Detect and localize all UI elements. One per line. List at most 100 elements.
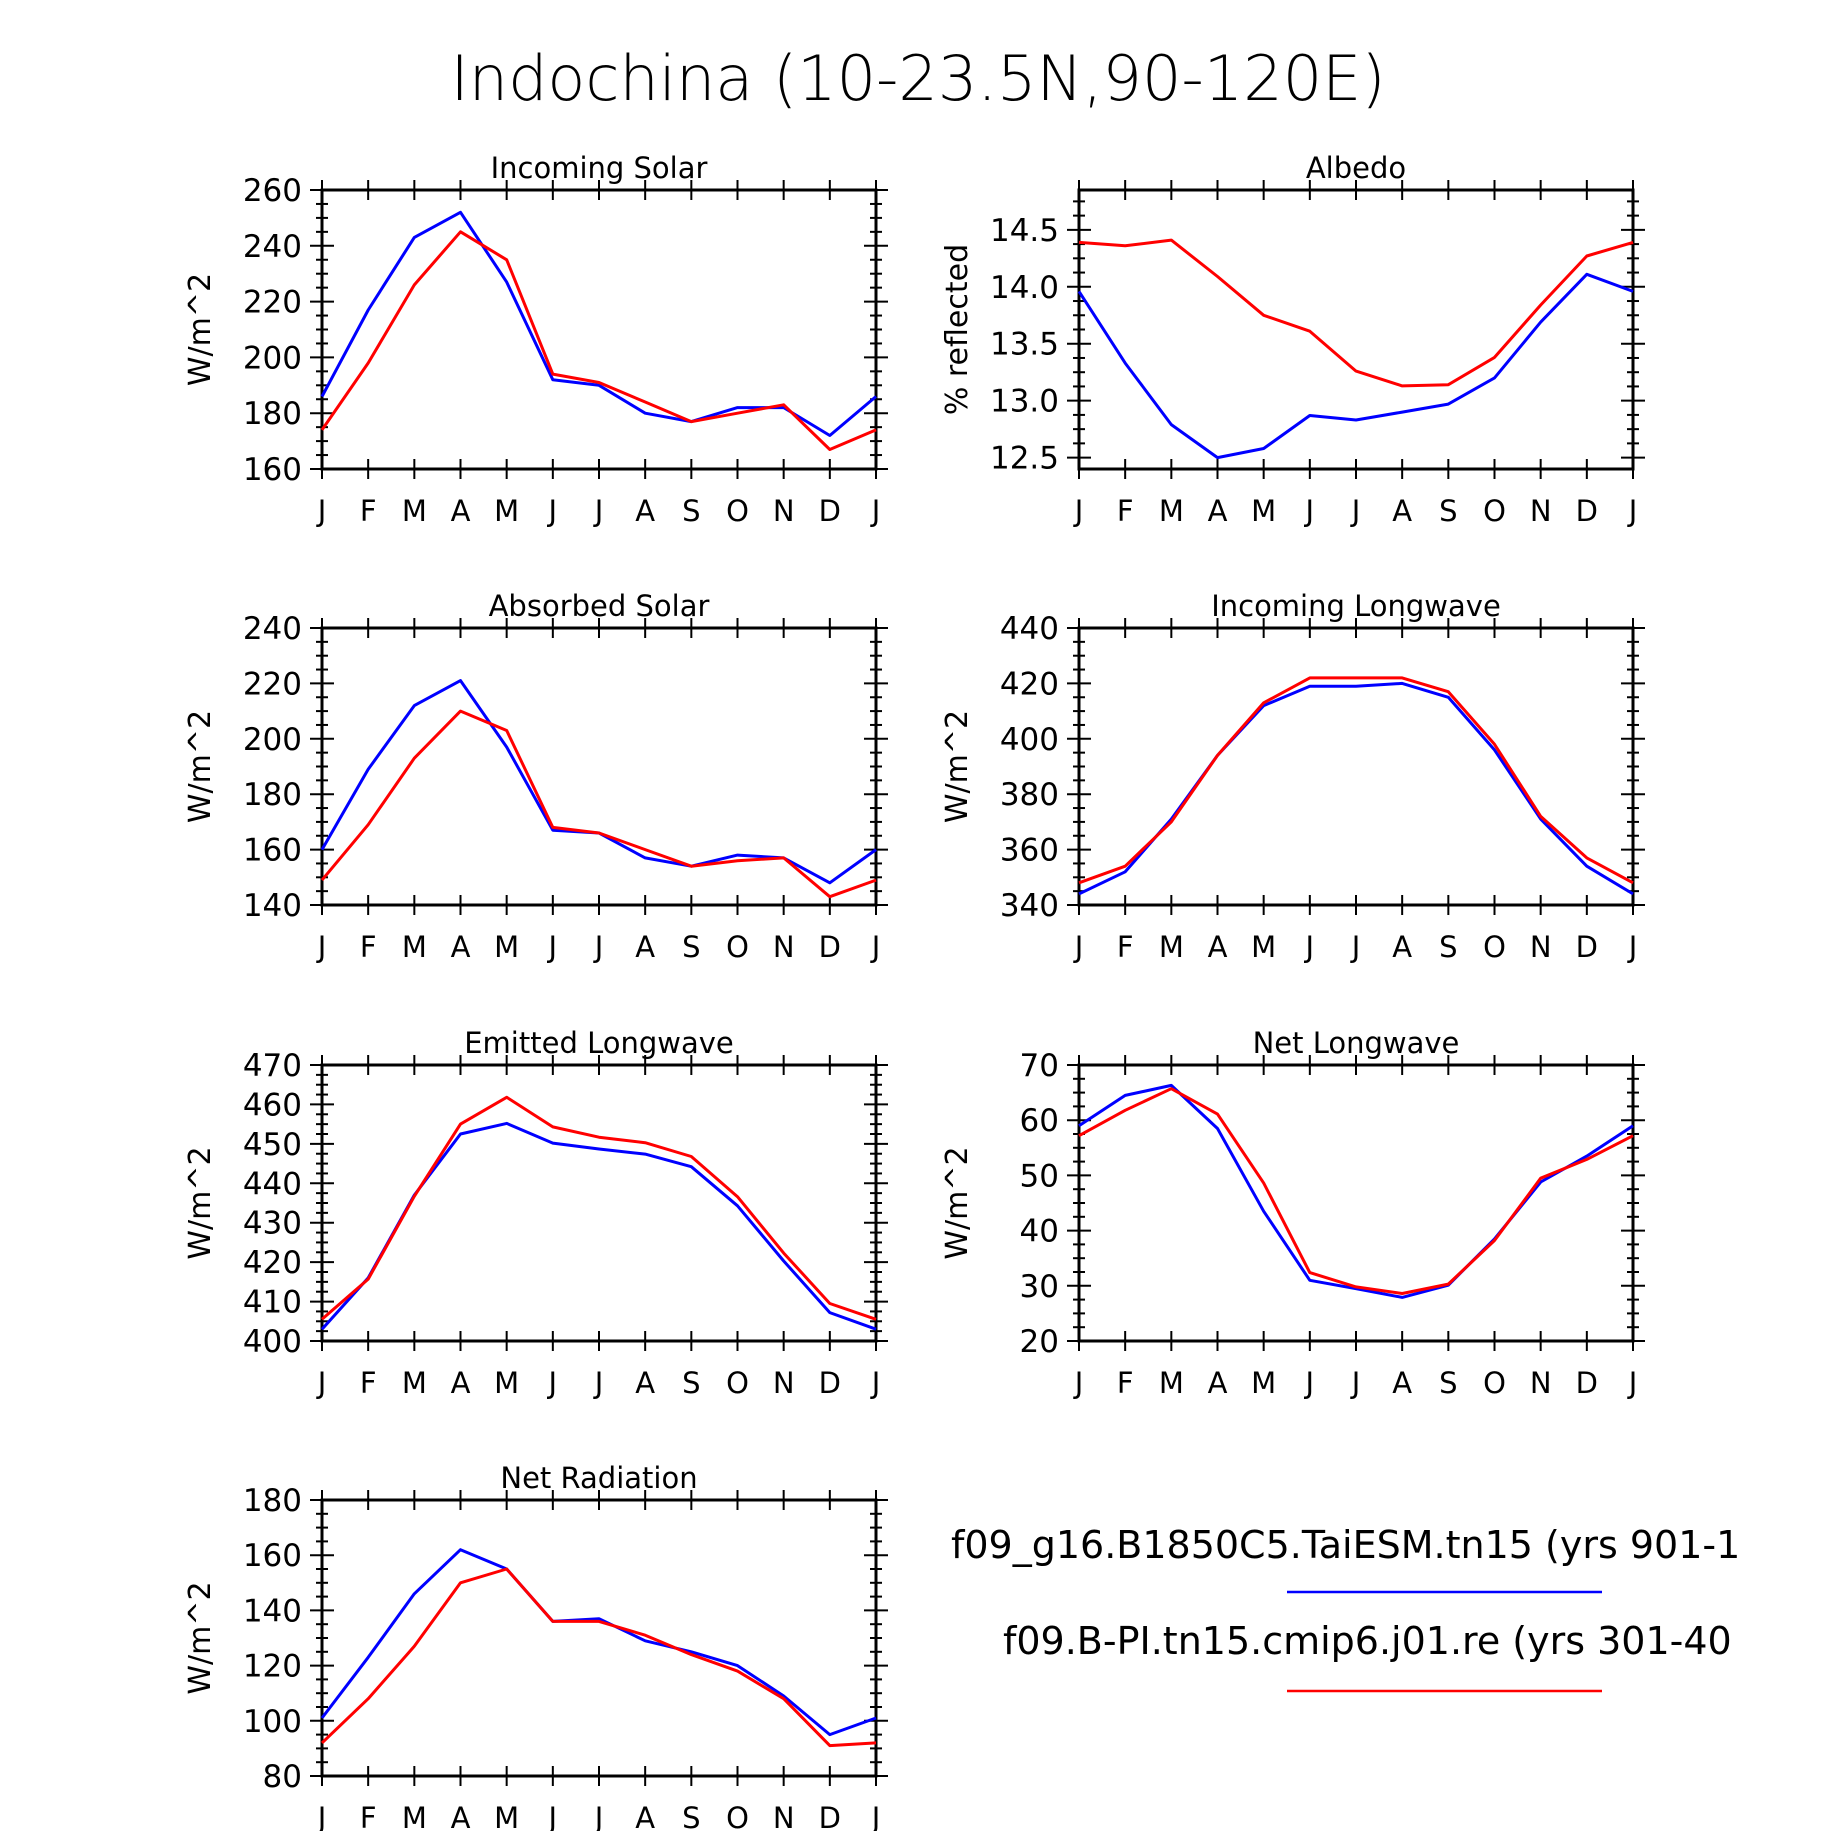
- x-tick-label: A: [451, 494, 471, 528]
- x-tick-label: M: [402, 1801, 427, 1831]
- panel-title: Incoming Solar: [491, 151, 708, 185]
- panel-title: Incoming Longwave: [1211, 589, 1501, 623]
- x-tick-label: M: [494, 930, 519, 964]
- series-line-0: [320, 210, 877, 437]
- panel-title: Albedo: [1306, 151, 1406, 185]
- x-tick-label: A: [451, 930, 471, 964]
- series-line-1: [1078, 1087, 1634, 1295]
- plot-frame: [320, 1063, 878, 1343]
- y-tick-label: 180: [243, 777, 302, 813]
- y-axis-label: W/m^2: [940, 1146, 975, 1259]
- x-tick-label: J: [1350, 930, 1361, 964]
- x-tick-label: J: [1073, 1366, 1084, 1400]
- y-tick-label: 14.5: [990, 213, 1059, 249]
- y-tick-label: 100: [243, 1704, 302, 1740]
- x-tick-label: J: [593, 1366, 604, 1400]
- x-tick-label: N: [773, 930, 795, 964]
- y-tick-label: 470: [243, 1048, 302, 1084]
- y-tick-label: 220: [243, 666, 302, 702]
- y-axis-label: W/m^2: [183, 1581, 218, 1694]
- y-tick-label: 360: [1000, 833, 1059, 869]
- x-tick-label: M: [402, 494, 427, 528]
- x-tick-label: O: [726, 1801, 749, 1831]
- x-tick-label: J: [593, 930, 604, 964]
- x-tick-label: J: [1627, 1366, 1638, 1400]
- x-tick-label: J: [1627, 494, 1638, 528]
- x-tick-label: M: [1159, 930, 1184, 964]
- x-tick-label: J: [1350, 494, 1361, 528]
- y-tick-label: 340: [1000, 888, 1059, 924]
- x-tick-label: J: [1304, 1366, 1315, 1400]
- x-tick-label: A: [635, 930, 655, 964]
- x-tick-label: M: [494, 1801, 519, 1831]
- plot-frame: [320, 1498, 878, 1778]
- y-tick-label: 13.0: [990, 384, 1059, 420]
- legend: f09_g16.B1850C5.TaiESM.tn15 (yrs 901-1 f…: [951, 1523, 1740, 1693]
- y-tick-label: 220: [243, 285, 302, 321]
- y-tick-label: 140: [243, 888, 302, 924]
- x-tick-label: J: [870, 930, 881, 964]
- y-tick-label: 180: [243, 396, 302, 432]
- y-tick-label: 440: [1000, 611, 1059, 647]
- x-tick-label: A: [1392, 494, 1412, 528]
- y-tick-label: 260: [243, 173, 302, 209]
- y-tick-label: 410: [243, 1285, 302, 1321]
- x-tick-label: J: [316, 494, 327, 528]
- x-tick-label: O: [1483, 930, 1506, 964]
- x-tick-label: D: [1576, 494, 1598, 528]
- x-tick-label: N: [773, 1366, 795, 1400]
- panel-title: Net Radiation: [500, 1461, 697, 1495]
- plot-frame: [320, 188, 878, 471]
- series-line-0: [1078, 1083, 1634, 1299]
- series-line-0: [320, 1548, 877, 1737]
- x-tick-label: J: [1350, 1366, 1361, 1400]
- x-tick-label: D: [819, 1801, 841, 1831]
- x-tick-label: F: [360, 930, 377, 964]
- y-tick-label: 140: [243, 1593, 302, 1629]
- x-tick-label: A: [635, 1366, 655, 1400]
- series-line-0: [320, 1121, 877, 1331]
- plot-frame: [1077, 1063, 1635, 1343]
- x-tick-label: J: [870, 1801, 881, 1831]
- y-tick-label: 440: [243, 1166, 302, 1202]
- figure-title: Indochina (10-23.5N,90-120E): [450, 42, 1385, 115]
- y-axis-label: W/m^2: [183, 710, 218, 823]
- x-tick-label: D: [1576, 930, 1598, 964]
- y-axis-label: W/m^2: [940, 710, 975, 823]
- y-tick-label: 120: [243, 1649, 302, 1685]
- x-tick-label: M: [494, 1366, 519, 1400]
- x-tick-label: S: [1439, 494, 1457, 528]
- panel-title: Emitted Longwave: [464, 1026, 734, 1060]
- x-tick-label: J: [547, 494, 558, 528]
- panel-title: Net Longwave: [1253, 1026, 1460, 1060]
- y-tick-label: 20: [1020, 1324, 1059, 1360]
- x-tick-label: J: [870, 494, 881, 528]
- y-tick-label: 400: [1000, 722, 1059, 758]
- x-tick-label: J: [1304, 494, 1315, 528]
- x-tick-label: A: [1208, 930, 1228, 964]
- y-tick-label: 430: [243, 1206, 302, 1242]
- x-tick-label: J: [547, 1801, 558, 1831]
- x-tick-label: F: [1117, 930, 1134, 964]
- x-tick-label: F: [360, 494, 377, 528]
- x-tick-label: A: [635, 1801, 655, 1831]
- y-tick-label: 60: [1020, 1103, 1059, 1139]
- x-tick-label: A: [1392, 1366, 1412, 1400]
- y-tick-label: 200: [243, 340, 302, 376]
- y-tick-label: 30: [1020, 1269, 1059, 1305]
- x-tick-label: M: [1251, 930, 1276, 964]
- plot-frame: [1077, 626, 1635, 907]
- y-axis-label: W/m^2: [183, 273, 218, 386]
- x-tick-label: M: [494, 494, 519, 528]
- series-line-0: [320, 679, 877, 885]
- y-tick-label: 70: [1020, 1048, 1059, 1084]
- x-tick-label: D: [1576, 1366, 1598, 1400]
- y-tick-label: 13.5: [990, 327, 1059, 363]
- x-tick-label: A: [1208, 494, 1228, 528]
- panel-3: Incoming Longwave W/m^2 340 360 380 400 420 440…: [940, 589, 1645, 964]
- legend-label-red: f09.B-PI.tn15.cmip6.j01.re (yrs 301-40: [1003, 1619, 1732, 1663]
